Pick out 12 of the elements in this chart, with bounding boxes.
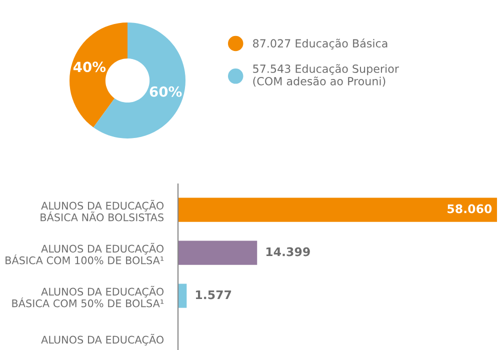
- data-label: 60%: [150, 86, 182, 97]
- data-label: 1.577: [196, 290, 232, 300]
- y-tick-label: ALUNOS DA EDUCAÇÃO BÁSICA COM 100% DE BOLSA¹: [6, 242, 164, 264]
- y-tick-label: ALUNOS DA EDUCAÇÃO BÁSICA COM 50% DE BOLSA¹: [12, 286, 164, 308]
- donut-slice: [70, 22, 128, 128]
- data-label: 58.060: [448, 204, 492, 214]
- y-tick-label: ALUNOS DA EDUCAÇÃO: [41, 334, 164, 346]
- data-label: 14.399: [266, 247, 310, 256]
- y-tick-label: ALUNOS DA EDUCAÇÃO BÁSICA NÃO BOLSISTAS: [40, 200, 164, 222]
- legend-label: 57.543 Educação Superior (COM adesão ao Prouni): [253, 64, 399, 87]
- legend-label: 87.027 Educação Básica: [253, 38, 388, 50]
- data-label: 40%: [73, 62, 106, 72]
